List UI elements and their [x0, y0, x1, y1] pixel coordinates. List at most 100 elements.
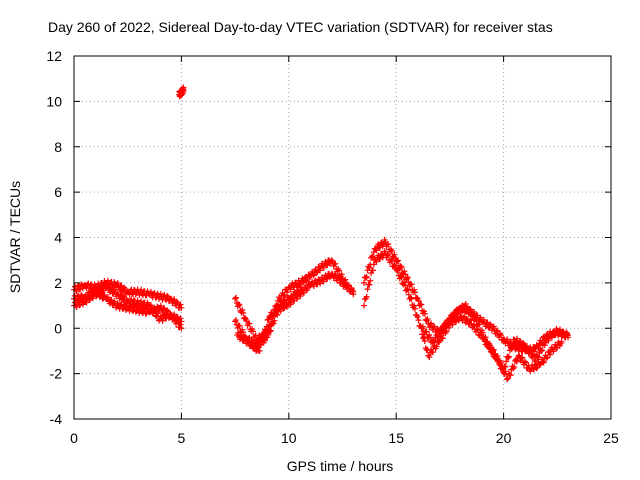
trail-point: [367, 277, 374, 284]
trail-point: [482, 323, 489, 330]
trail-point: [404, 274, 411, 281]
trail-point: [439, 335, 446, 342]
trail-point: [533, 341, 540, 348]
trail-point: [151, 307, 158, 314]
trail-point: [535, 359, 542, 366]
trail-point: [423, 328, 430, 335]
trail-point: [373, 247, 380, 254]
trail-point: [296, 288, 303, 295]
trail-point: [264, 316, 271, 323]
trail-point: [122, 290, 129, 297]
trail-point: [377, 255, 384, 262]
trail-point: [118, 301, 125, 308]
trail-point: [497, 332, 504, 339]
data-point: [232, 318, 239, 325]
trail-point: [85, 280, 92, 287]
trail-point: [539, 347, 546, 354]
x-axis-label: GPS time / hours: [287, 458, 394, 474]
trail-point: [232, 294, 239, 301]
trail-point: [171, 313, 178, 320]
trail-point: [413, 294, 420, 301]
trail-point: [335, 274, 342, 281]
trail-point: [236, 322, 243, 329]
trail-point: [317, 267, 324, 274]
y-tick-label: 6: [54, 184, 62, 200]
trail-point: [467, 317, 474, 324]
trail-point: [122, 285, 129, 292]
trail-point: [132, 302, 139, 309]
trail-point: [170, 314, 177, 321]
trail-point: [370, 261, 377, 268]
trail-point: [362, 274, 369, 281]
trail-point: [279, 302, 286, 309]
trail-point: [521, 341, 528, 348]
trail-point: [408, 281, 415, 288]
trail-point: [257, 341, 264, 348]
trail-point: [452, 307, 459, 314]
trail-point: [297, 284, 304, 291]
trail-point: [505, 353, 512, 360]
trail-point: [116, 295, 123, 302]
trail-point: [556, 326, 563, 333]
trail-point: [479, 329, 486, 336]
trail-point: [241, 314, 248, 321]
trail-point: [309, 268, 316, 275]
trail-point: [256, 332, 263, 339]
trail-point: [260, 335, 267, 342]
trail-point: [247, 340, 254, 347]
trail-point: [101, 292, 108, 299]
trail-point: [488, 346, 495, 353]
trail-point: [176, 324, 183, 331]
trail-point: [157, 302, 164, 309]
trail-point: [551, 331, 558, 338]
trail-point: [428, 320, 435, 327]
trail-point: [366, 264, 373, 271]
trail-point: [177, 301, 184, 308]
trail-point: [270, 320, 277, 327]
trail-point: [518, 355, 525, 362]
trail-point: [469, 311, 476, 318]
trail-point: [171, 296, 178, 303]
trail-point: [388, 247, 395, 254]
trail-point: [373, 258, 380, 265]
trail-point: [161, 292, 168, 299]
y-tick-label: 0: [54, 320, 62, 336]
trail-point: [415, 297, 422, 304]
trail-point: [394, 267, 401, 274]
trail-point: [453, 310, 460, 317]
trail-point: [401, 268, 408, 275]
trail-point: [240, 329, 247, 336]
data-point: [360, 302, 367, 309]
trail-point: [112, 280, 119, 287]
trail-point: [300, 278, 307, 285]
trail-point: [332, 271, 339, 278]
trail-point: [546, 351, 553, 358]
trail-point: [363, 293, 370, 300]
trail-point: [488, 322, 495, 329]
trail-point: [388, 257, 395, 264]
trail-point: [499, 363, 506, 370]
trail-point: [490, 323, 497, 330]
trail-point: [494, 327, 501, 334]
trail-point: [105, 282, 112, 289]
trail-point: [177, 321, 184, 328]
trail-point: [505, 354, 512, 361]
trail-point: [287, 301, 294, 308]
trail-point: [558, 332, 565, 339]
trail-point: [497, 330, 504, 337]
trail-point: [174, 318, 181, 325]
trail-point: [413, 312, 420, 319]
trail-point: [304, 276, 311, 283]
trail-point: [366, 281, 373, 288]
trail-point: [453, 318, 460, 325]
trail-point: [331, 272, 338, 279]
trail-point: [235, 301, 242, 308]
trail-point: [411, 305, 418, 312]
trail-point: [421, 337, 428, 344]
trail-point: [535, 354, 542, 361]
trail-point: [398, 264, 405, 271]
trail-point: [486, 340, 493, 347]
y-tick-label: -4: [50, 411, 63, 427]
